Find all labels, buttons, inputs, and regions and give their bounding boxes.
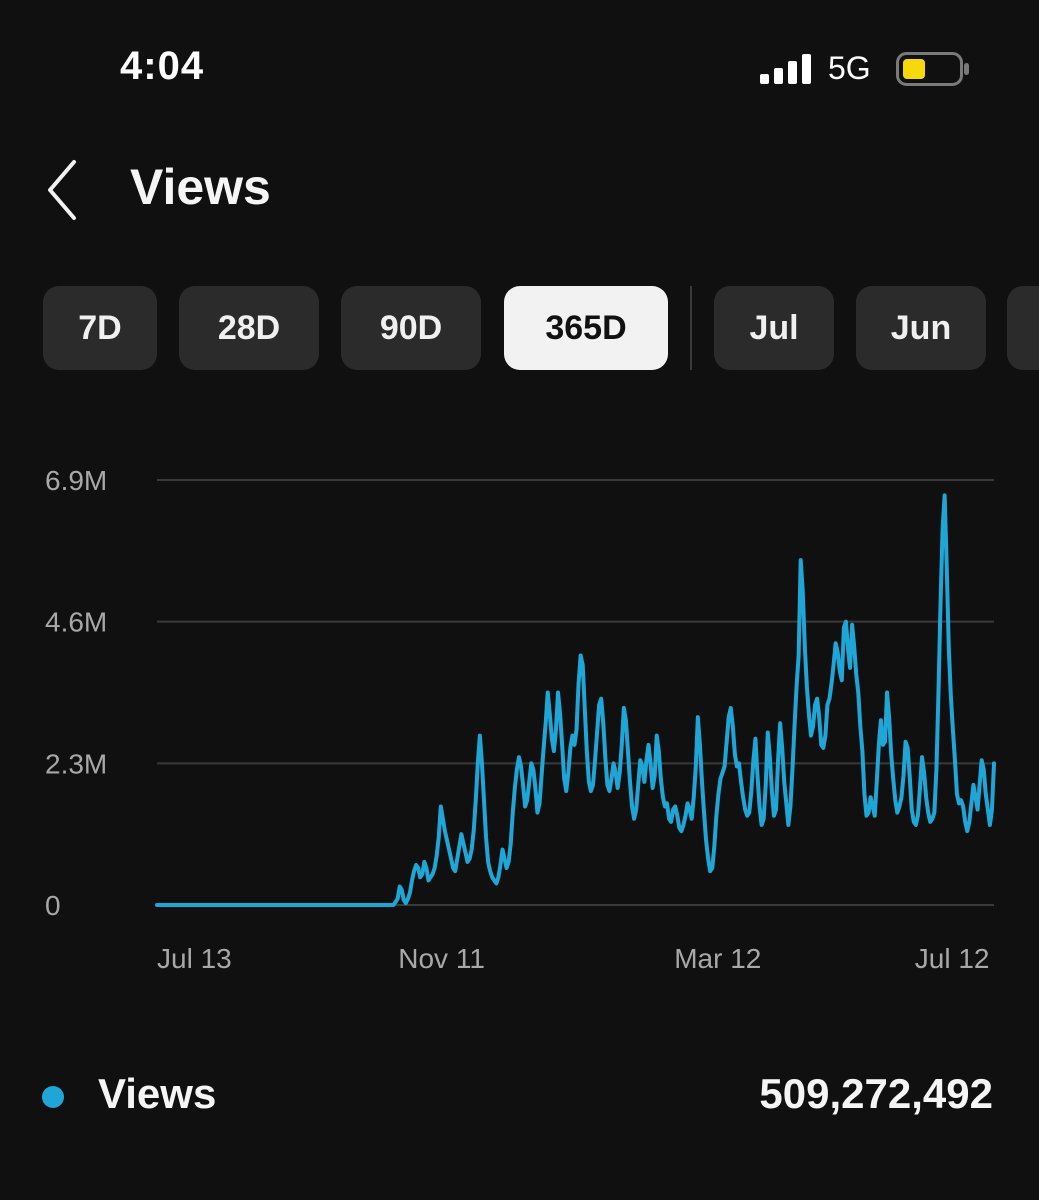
total-views: 509,272,492 bbox=[759, 1070, 993, 1117]
page-title: Views bbox=[130, 159, 271, 215]
period-jun-button[interactable]: Jun bbox=[856, 286, 986, 370]
x-tick-label: Jul 13 bbox=[157, 943, 232, 974]
status-bar: 4:04 5G bbox=[0, 0, 1039, 140]
battery-icon bbox=[896, 52, 969, 86]
x-tick-label: Jul 12 bbox=[915, 943, 990, 974]
status-time: 4:04 bbox=[120, 44, 205, 88]
period-more-button[interactable] bbox=[1007, 286, 1039, 370]
y-tick-label: 6.9M bbox=[45, 465, 107, 496]
page-header: Views bbox=[0, 140, 1039, 240]
legend-label: Views bbox=[98, 1070, 217, 1117]
cellular-signal-icon bbox=[760, 54, 811, 84]
x-tick-label: Mar 12 bbox=[674, 943, 761, 974]
views-series-line bbox=[155, 493, 996, 907]
back-chevron-icon[interactable] bbox=[40, 156, 88, 224]
period-365d-button[interactable]: 365D bbox=[504, 286, 668, 370]
y-tick-label: 4.6M bbox=[45, 607, 107, 638]
period-selector: 7D 28D 90D 365D Jul Jun bbox=[0, 286, 1039, 372]
views-line-chart: 0 2.3M 4.6M 6.9M Jul 13 Nov 11 Mar 12 Jul 12 bbox=[45, 465, 996, 974]
period-7d-button[interactable]: 7D bbox=[43, 286, 157, 370]
network-type: 5G bbox=[828, 50, 871, 86]
y-tick-label: 2.3M bbox=[45, 748, 107, 779]
period-28d-button[interactable]: 28D bbox=[179, 286, 319, 370]
legend: Views 509,272,492 bbox=[0, 1062, 1039, 1126]
x-tick-label: Nov 11 bbox=[398, 943, 485, 974]
period-jul-button[interactable]: Jul bbox=[714, 286, 834, 370]
period-divider bbox=[690, 286, 692, 370]
y-tick-label: 0 bbox=[45, 890, 61, 921]
period-90d-button[interactable]: 90D bbox=[341, 286, 481, 370]
legend-series-dot bbox=[42, 1086, 64, 1108]
